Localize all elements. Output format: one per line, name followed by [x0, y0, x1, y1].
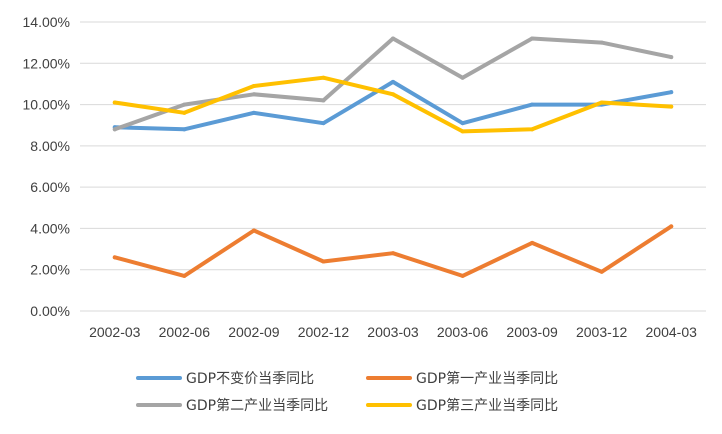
data-point — [599, 269, 604, 274]
legend-label: GDP第三产业当季同比 — [416, 397, 558, 414]
data-point — [460, 129, 465, 134]
x-tick-label: 2002-03 — [89, 324, 141, 340]
data-point — [391, 92, 395, 97]
data-point — [530, 240, 535, 245]
data-point — [599, 40, 604, 45]
legend: GDP不变价当季同比 GDP第一产业当季同比 GDP第二产业当季同比 GDP第三产业当… — [136, 370, 558, 414]
data-point — [321, 98, 326, 103]
x-tick-label: 2002-06 — [159, 324, 211, 340]
x-tick-label: 2003-09 — [506, 324, 558, 340]
y-tick-label: 2.00% — [30, 262, 70, 278]
data-point — [669, 104, 674, 109]
x-tick-label: 2003-03 — [367, 324, 419, 340]
data-point — [321, 121, 326, 126]
data-point — [321, 75, 326, 80]
data-point — [391, 79, 395, 84]
y-axis-tick-labels: 0.00% 2.00% 4.00% 6.00% 8.00% 10.00% 12.00% 14.… — [23, 14, 70, 319]
y-tick-label: 6.00% — [30, 179, 70, 195]
data-point — [112, 127, 117, 132]
data-point — [599, 100, 604, 105]
data-point — [251, 92, 256, 97]
x-tick-label: 2003-06 — [437, 324, 489, 340]
data-point — [251, 110, 256, 115]
data-point — [391, 36, 395, 41]
data-point — [182, 102, 187, 107]
y-tick-label: 12.00% — [23, 55, 70, 71]
series-line-2 — [112, 224, 674, 278]
y-tick-label: 8.00% — [30, 138, 70, 154]
data-point — [182, 110, 187, 115]
x-tick-label: 2002-12 — [298, 324, 350, 340]
data-point — [669, 55, 674, 60]
data-point — [112, 255, 117, 260]
y-tick-label: 10.00% — [23, 97, 70, 113]
data-point — [530, 102, 535, 107]
x-tick-label: 2004-03 — [646, 324, 698, 340]
x-tick-label: 2003-12 — [576, 324, 628, 340]
data-point — [391, 251, 395, 256]
data-point — [460, 75, 465, 80]
y-tick-label: 14.00% — [23, 14, 70, 30]
data-point — [182, 127, 187, 132]
y-tick-label: 0.00% — [30, 303, 70, 319]
y-tick-label: 4.00% — [30, 220, 70, 236]
data-point — [460, 121, 465, 126]
data-point — [251, 228, 256, 233]
data-point — [669, 224, 674, 229]
data-point — [530, 127, 535, 132]
data-point — [321, 259, 326, 264]
legend-label: GDP第二产业当季同比 — [186, 397, 328, 414]
data-point — [530, 36, 535, 41]
grid-lines — [80, 21, 706, 312]
data-point — [460, 273, 465, 278]
legend-label: GDP第一产业当季同比 — [416, 370, 558, 387]
data-point — [669, 90, 674, 95]
data-point — [182, 273, 187, 278]
x-tick-label: 2002-09 — [228, 324, 280, 340]
data-point — [112, 100, 117, 105]
series-lines — [112, 36, 674, 278]
data-point — [251, 83, 256, 88]
legend-label: GDP不变价当季同比 — [186, 371, 314, 387]
x-axis-tick-labels: 2002-03 2002-06 2002-09 2002-12 2003-03 2003-… — [89, 324, 697, 340]
